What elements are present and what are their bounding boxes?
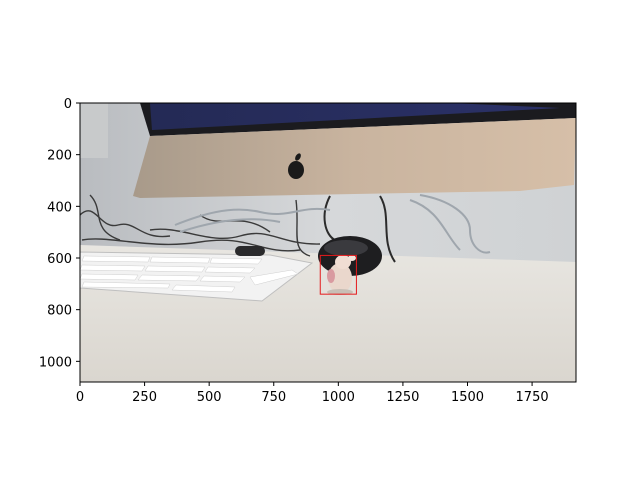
y-tick-label: 0 <box>64 97 72 112</box>
x-axis: 0 250 500 750 1000 1250 1500 1750 <box>76 382 549 405</box>
photo-image <box>80 103 576 382</box>
x-tick-label: 500 <box>197 390 222 405</box>
y-tick-label: 1000 <box>39 355 72 370</box>
background-shelf <box>80 103 108 158</box>
y-axis: 0 200 400 600 800 1000 <box>39 97 80 370</box>
y-tick-label: 600 <box>47 252 72 267</box>
y-tick-label: 200 <box>47 149 72 164</box>
x-tick-label: 250 <box>132 390 157 405</box>
annotation-box <box>319 254 357 295</box>
x-tick-label: 750 <box>261 390 286 405</box>
cables <box>80 194 396 263</box>
axes-frame <box>79 102 577 383</box>
toy-figurine <box>327 255 356 295</box>
imac-monitor <box>133 103 576 198</box>
x-tick-label: 1250 <box>386 390 419 405</box>
x-tick-label: 0 <box>76 390 84 405</box>
x-tick-label: 1000 <box>322 390 355 405</box>
y-tick-label: 800 <box>47 304 72 319</box>
y-tick-label: 400 <box>47 200 72 215</box>
apple-logo <box>288 153 304 179</box>
x-tick-label: 1500 <box>451 390 484 405</box>
x-tick-label: 1750 <box>516 390 549 405</box>
grey-cables <box>174 194 491 254</box>
